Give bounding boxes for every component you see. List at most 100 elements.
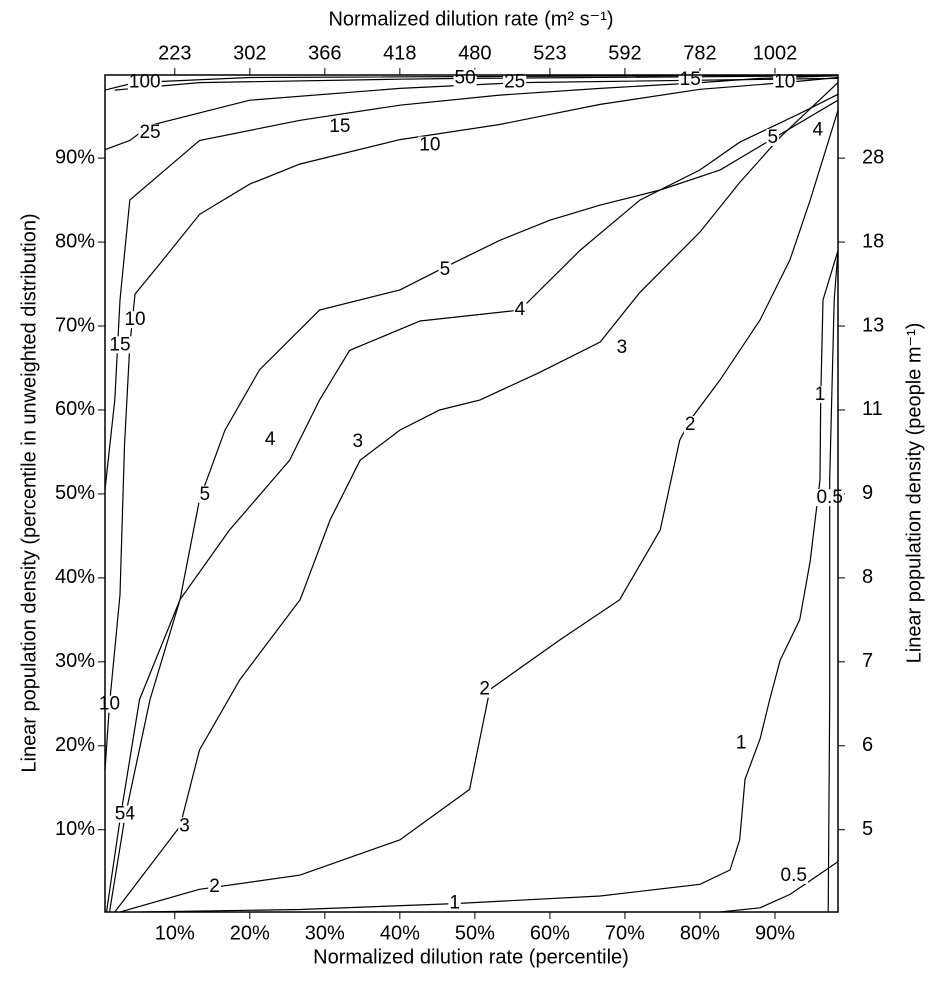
plot-frame — [104, 74, 839, 913]
x-tick-label: 70% — [605, 922, 645, 944]
contour-line — [139, 250, 839, 913]
x2-tick-label: 418 — [383, 42, 416, 64]
y2-tick-label: 6 — [862, 734, 873, 756]
y2-axis-title: Linear population density (people m⁻¹) — [903, 323, 925, 664]
y2-tick-label: 8 — [862, 566, 873, 588]
y-tick-label: 30% — [55, 650, 95, 672]
contour-label: 4 — [265, 429, 276, 450]
x-tick-label: 50% — [455, 922, 495, 944]
x-tick-label: 40% — [380, 922, 420, 944]
contour-line — [104, 74, 839, 91]
contour-label-bg — [108, 336, 132, 354]
contour-label-bg — [208, 877, 221, 895]
contour-label: 2 — [479, 679, 490, 700]
y2-tick-label: 7 — [862, 650, 873, 672]
contour-label: 1 — [449, 893, 460, 914]
y2-tick-label: 28 — [862, 146, 884, 168]
x-tick-label: 90% — [755, 922, 795, 944]
y-tick-label: 50% — [55, 482, 95, 504]
contour-label: 5 — [199, 484, 210, 505]
contour-label-bg — [97, 695, 122, 713]
x2-tick-label: 782 — [683, 42, 716, 64]
contour-label-bg — [503, 73, 527, 91]
contour-label: 100 — [129, 72, 161, 93]
contour-line — [104, 77, 839, 151]
contour-label-bg — [351, 432, 365, 450]
contour-label: 10 — [124, 309, 145, 330]
contour-label-bg — [138, 123, 162, 141]
contour-label-bg — [448, 894, 461, 912]
contour-label-bg — [734, 734, 748, 752]
x2-tick-label: 302 — [233, 42, 266, 64]
y2-tick-label: 5 — [862, 818, 873, 840]
y2-tick-label: 11 — [862, 398, 883, 420]
contour-label: 3 — [353, 431, 364, 452]
contour-label: 5 — [440, 259, 451, 280]
contour-label: 25 — [139, 122, 160, 143]
contour-label: 15 — [329, 116, 350, 137]
contour-label-bg — [263, 431, 277, 449]
x2-tick-label: 223 — [158, 42, 191, 64]
contour-label-bg — [779, 866, 808, 884]
contour-line — [720, 250, 839, 913]
x2-tick-label: 523 — [533, 42, 566, 64]
y2-tick-label: 9 — [862, 482, 873, 504]
contour-label: 10 — [419, 135, 440, 156]
contour-label: 4 — [515, 299, 526, 320]
contour-label-bg — [438, 260, 452, 278]
contour-label: 1 — [736, 732, 747, 753]
contour-label: 2 — [685, 414, 696, 435]
contour-label-bg — [815, 489, 844, 507]
contour-label-bg — [813, 385, 827, 403]
contour-label: 15 — [680, 69, 701, 90]
contour-label: 5 — [115, 804, 126, 825]
y-tick-label: 20% — [55, 734, 95, 756]
contour-label: 4 — [812, 119, 823, 140]
y-tick-label: 40% — [55, 566, 95, 588]
contour-label: 0.5 — [817, 487, 843, 508]
x-tick-label: 10% — [155, 922, 195, 944]
contour-line — [108, 93, 839, 913]
contour-label-bg — [773, 73, 797, 91]
x2-tick-label: 480 — [458, 42, 491, 64]
x-axis-title: Normalized dilution rate (percentile) — [313, 946, 629, 968]
contour-label: 5 — [767, 127, 778, 148]
contour-label: 3 — [617, 337, 628, 358]
y-tick-label: 80% — [55, 230, 95, 252]
contour-label-bg — [615, 338, 629, 356]
x-tick-label: 80% — [680, 922, 720, 944]
x2-tick-label: 1002 — [753, 42, 798, 64]
x-tick-label: 20% — [230, 922, 270, 944]
x-tick-label: 30% — [305, 922, 345, 944]
contour-line — [114, 75, 839, 91]
contour-line — [119, 110, 839, 913]
contour-label: 10 — [99, 694, 120, 715]
y-axis-title: Linear population density (percentile in… — [18, 213, 40, 772]
contour-label: 50 — [455, 67, 476, 88]
contour-line — [104, 75, 839, 490]
contour-label-bg — [198, 485, 212, 503]
contour-label-bg — [127, 73, 162, 91]
contour-label-bg — [683, 416, 697, 434]
contour-label: 0.5 — [781, 865, 807, 886]
x2-tick-label: 592 — [608, 42, 641, 64]
x2-axis-title: Normalized dilution rate (m² s⁻¹) — [328, 8, 613, 30]
contour-label: 25 — [504, 72, 525, 93]
contour-label-bg — [513, 301, 527, 319]
contour-label-bg — [123, 311, 147, 329]
y-tick-label: 90% — [55, 146, 95, 168]
contour-label: 10 — [774, 72, 795, 93]
contour-line — [114, 82, 839, 913]
contour-label-bg — [418, 136, 442, 154]
contour-label-bg — [766, 128, 780, 146]
contour-label-bg — [123, 805, 137, 823]
contour-label: 1 — [815, 384, 826, 405]
y2-tick-label: 13 — [862, 314, 884, 336]
contour-label-bg — [453, 69, 477, 87]
contours: 0.50.51112223334444555510101010151515252… — [97, 67, 844, 914]
contour-line — [105, 99, 839, 913]
contour-label: 4 — [124, 804, 135, 825]
x2-tick-label: 366 — [308, 42, 341, 64]
y-tick-label: 70% — [55, 314, 95, 336]
